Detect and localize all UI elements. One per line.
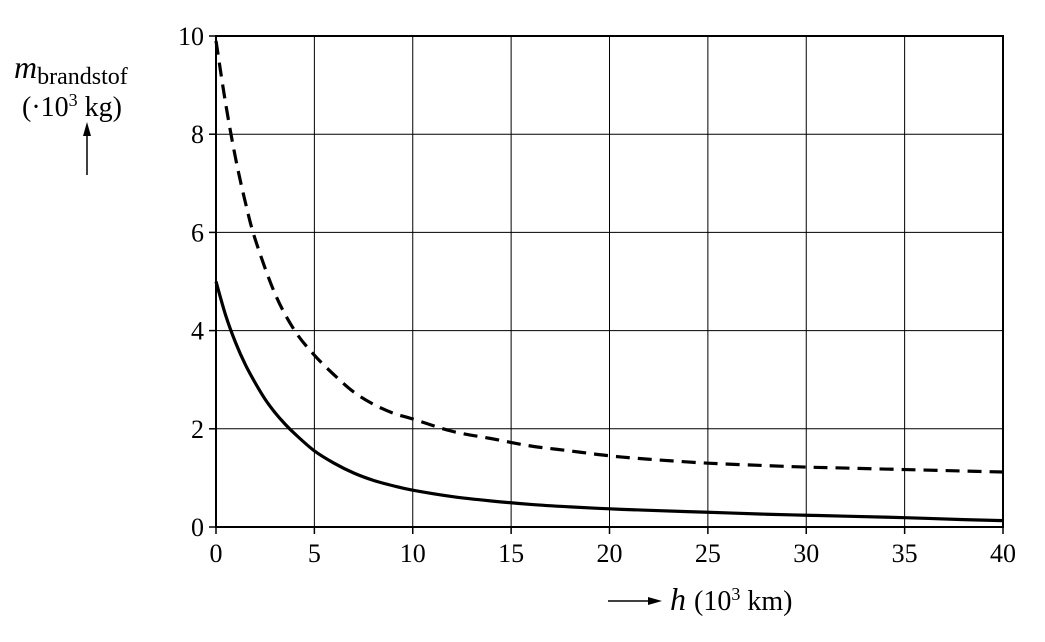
x-tick-labels: 0 5 10 15 20 25 30 35 40 [210,539,1017,568]
y-tick-label: 0 [191,513,204,542]
grid [215,35,1004,528]
x-tick-label: 25 [695,539,721,568]
x-tick-label: 20 [597,539,623,568]
ticks [209,35,1004,534]
y-tick-label: 10 [178,22,204,51]
y-tick-label: 2 [191,415,204,444]
y-axis-unit: (·103 kg) [22,90,122,123]
y-axis-label: mbrandstof [14,49,128,90]
x-tick-label: 10 [400,539,426,568]
x-axis-label: h (103 km) [670,581,792,617]
y-axis-arrow [83,122,91,175]
y-tick-label: 8 [191,120,204,149]
y-tick-label: 6 [191,218,204,247]
x-tick-label: 40 [990,539,1016,568]
x-tick-label: 35 [892,539,918,568]
x-tick-label: 30 [793,539,819,568]
y-tick-labels: 0 2 4 6 8 10 [178,22,204,542]
series-group [214,40,1004,523]
x-tick-label: 0 [210,539,223,568]
dashed-series-line [214,40,1004,474]
x-axis-arrow [608,597,662,605]
solid-series-line [214,281,1004,523]
x-tick-label: 5 [308,539,321,568]
y-tick-label: 4 [191,317,204,346]
x-tick-label: 15 [498,539,524,568]
